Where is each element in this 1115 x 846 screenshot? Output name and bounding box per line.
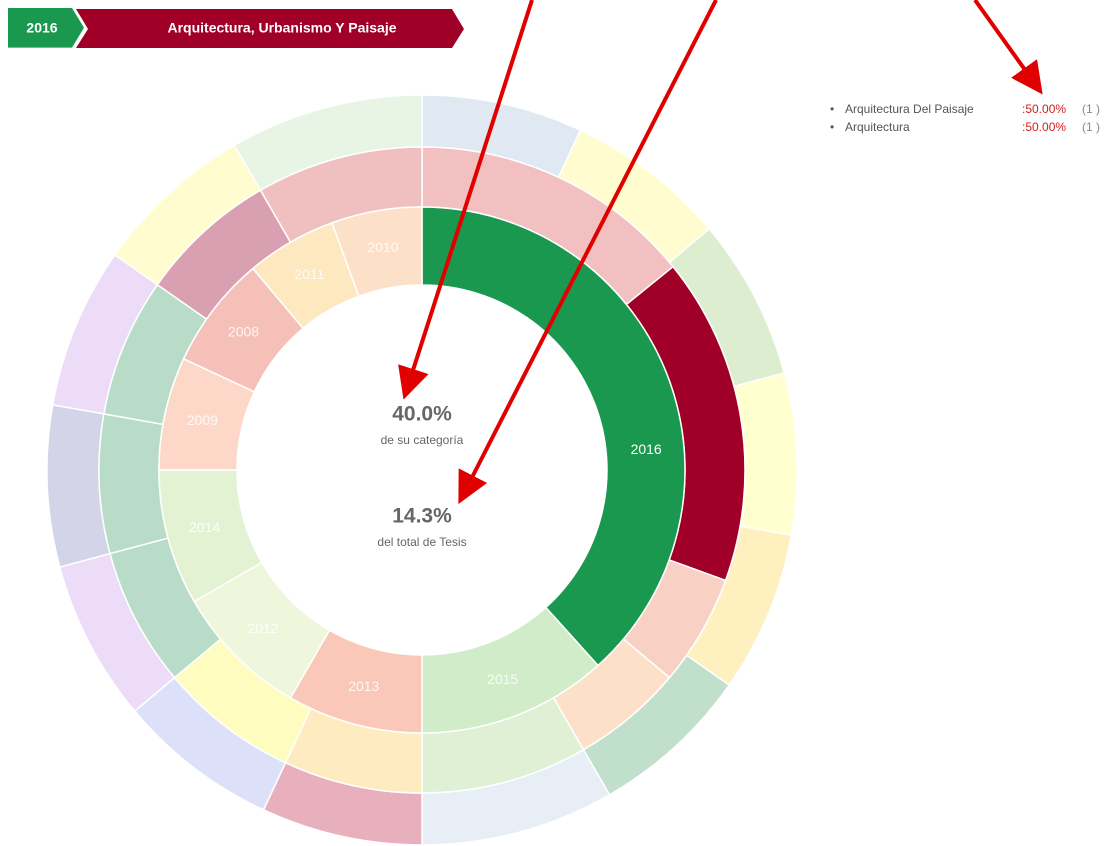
legend-count: (1 ) bbox=[1082, 120, 1100, 134]
center-category-caption: de su categoría bbox=[381, 433, 464, 447]
sunburst: 2016 2015 2013 2012 2014 2009 2008 2011 2010 bbox=[46, 94, 798, 846]
inner-segment[interactable] bbox=[421, 206, 686, 667]
inner-segment-label: 2010 bbox=[367, 239, 398, 255]
inner-segment-label: 2008 bbox=[228, 324, 259, 340]
inner-segment-label: 2009 bbox=[187, 412, 218, 428]
inner-segment-label: 2015 bbox=[487, 671, 518, 687]
legend: • Arquitectura Del Paisaje :50.00% (1 ) • Arq… bbox=[830, 102, 1100, 134]
breadcrumb-category-bg[interactable] bbox=[76, 9, 464, 48]
annotation-arrow bbox=[458, 0, 718, 505]
inner-segment-label: 2013 bbox=[348, 678, 379, 694]
legend-bullet: • bbox=[830, 120, 834, 134]
inner-segment-label: 2012 bbox=[247, 620, 278, 636]
inner-segment-label: 2011 bbox=[294, 266, 324, 282]
inner-segment[interactable] bbox=[331, 206, 423, 298]
annotation-arrow bbox=[973, 0, 1043, 95]
inner-segment-label: 2016 bbox=[631, 441, 662, 457]
breadcrumb-category[interactable]: Arquitectura, Urbanismo Y Paisaje bbox=[167, 20, 396, 36]
legend-name: Arquitectura Del Paisaje bbox=[845, 102, 974, 116]
annotation-arrow bbox=[398, 0, 534, 400]
breadcrumb-year[interactable]: 2016 bbox=[26, 20, 57, 36]
center-total-caption: del total de Tesis bbox=[377, 535, 466, 549]
inner-segment-label: 2014 bbox=[189, 519, 220, 535]
legend-pct: :50.00% bbox=[1022, 120, 1066, 134]
legend-bullet: • bbox=[830, 102, 834, 116]
center-total-pct: 14.3% bbox=[392, 505, 452, 528]
breadcrumb-year-bg[interactable] bbox=[8, 8, 84, 48]
center-category-pct: 40.0% bbox=[392, 403, 452, 426]
legend-name: Arquitectura bbox=[845, 120, 910, 134]
legend-count: (1 ) bbox=[1082, 102, 1100, 116]
middle-segment[interactable] bbox=[98, 413, 169, 555]
legend-pct: :50.00% bbox=[1022, 102, 1066, 116]
